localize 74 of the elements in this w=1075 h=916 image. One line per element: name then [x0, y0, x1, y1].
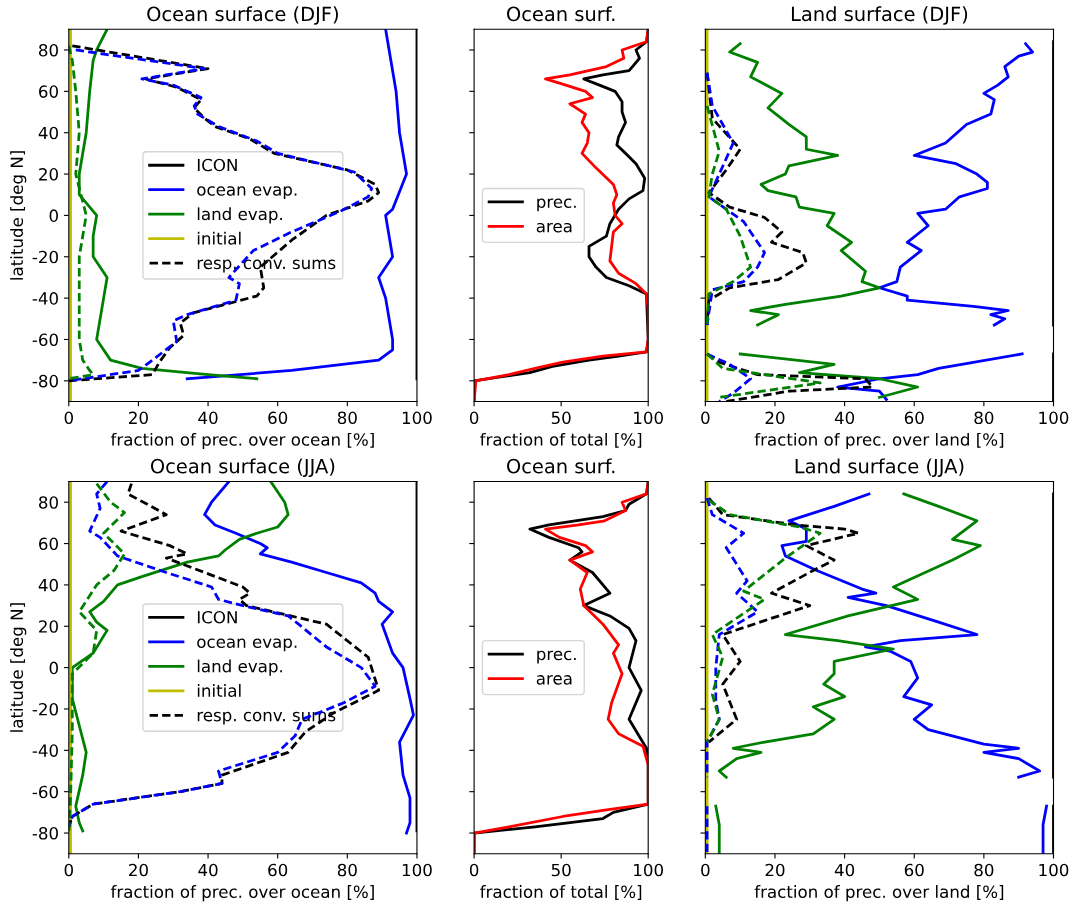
x-tick-label: 100 [634, 863, 663, 877]
x-tick-label: 0 [64, 411, 73, 425]
y-tick-label: 20 [39, 168, 58, 181]
legend-label: prec. [537, 650, 576, 664]
x-tick-label: 40 [198, 411, 218, 425]
x-tick-label: 0 [64, 863, 73, 877]
legend-label: ocean evap. [197, 638, 297, 652]
x-tick-label: 100 [402, 863, 432, 877]
y-axis-title: latitude [deg N] [10, 151, 27, 280]
x-axis-title: fraction of total [%] [480, 885, 642, 900]
y-tick-label: 40 [38, 578, 58, 592]
x-axis-title: fraction of prec. over ocean [%] [110, 885, 374, 902]
x-axis-title: fraction of prec. over land [%] [754, 432, 1004, 450]
x-tick-label: 20 [129, 411, 148, 425]
x-tick-label: 80 [337, 411, 357, 425]
y-tick-label: 40 [38, 126, 58, 140]
y-tick-label: -80 [32, 827, 58, 840]
x-tick-label: 80 [337, 863, 357, 877]
chart-title: Ocean surface (JJA) [150, 458, 335, 478]
x-tick-label: 20 [765, 411, 785, 425]
x-axis-title: fraction of prec. over land [%] [754, 885, 1004, 902]
legend-label: ICON [197, 610, 237, 624]
x-tick-label: 100 [1039, 863, 1069, 877]
x-tick-label: 60 [268, 411, 288, 425]
chart-title: Ocean surface (DJF) [147, 6, 338, 25]
y-tick-label: -80 [32, 374, 58, 388]
y-tick-label: -40 [32, 292, 58, 305]
y-tick-label: -20 [32, 250, 58, 264]
x-tick-label: 0 [701, 863, 710, 877]
y-tick-label: 80 [39, 496, 58, 509]
x-tick-label: 60 [904, 411, 924, 425]
x-tick-label: 100 [402, 411, 432, 425]
x-tick-label: 50 [551, 411, 571, 425]
x-tick-label: 20 [129, 863, 148, 877]
y-tick-label: 80 [39, 43, 58, 57]
chart-title: Land surface (JJA) [795, 458, 964, 478]
x-tick-label: 60 [268, 863, 288, 877]
x-tick-label: 20 [765, 863, 785, 877]
y-axis-title: latitude [deg N] [10, 603, 27, 732]
x-tick-label: 80 [974, 411, 994, 425]
x-tick-label: 40 [834, 411, 855, 425]
legend-label: land evap. [197, 207, 282, 224]
y-tick-label: 20 [39, 620, 58, 633]
x-tick-label: 40 [834, 863, 855, 877]
x-tick-label: 0 [469, 863, 479, 877]
y-tick-label: -40 [32, 744, 58, 757]
y-tick-label: -60 [32, 785, 58, 799]
chart-title: Ocean surf. [507, 6, 615, 22]
y-tick-label: -60 [32, 333, 58, 347]
x-axis-title: fraction of total [%] [480, 432, 642, 448]
y-tick-label: 60 [39, 85, 58, 98]
y-tick-label: 60 [39, 537, 58, 551]
y-tick-label: -20 [32, 702, 58, 716]
x-tick-label: 0 [469, 411, 479, 425]
chart-title: Ocean surf. [507, 458, 615, 474]
y-tick-label: 0 [49, 209, 58, 222]
legend-label: initial [197, 684, 241, 697]
chart-title: Land surface (DJF) [791, 6, 968, 25]
x-tick-label: 100 [634, 411, 663, 425]
legend-label: land evap. [197, 659, 282, 676]
legend-label: area [536, 222, 572, 233]
legend-label: prec. [537, 198, 576, 212]
x-tick-label: 50 [551, 863, 571, 877]
legend-label: initial [197, 231, 241, 245]
legend-label: ocean evap. [197, 186, 297, 200]
legend-label: area [536, 675, 572, 685]
x-tick-label: 100 [1039, 411, 1069, 425]
x-tick-label: 0 [701, 411, 710, 425]
x-axis-title: fraction of prec. over ocean [%] [110, 432, 374, 450]
x-tick-label: 80 [974, 863, 994, 877]
y-tick-label: 0 [49, 661, 58, 675]
legend-label: ICON [197, 158, 237, 172]
x-tick-label: 40 [198, 863, 218, 877]
x-tick-label: 60 [904, 863, 924, 877]
